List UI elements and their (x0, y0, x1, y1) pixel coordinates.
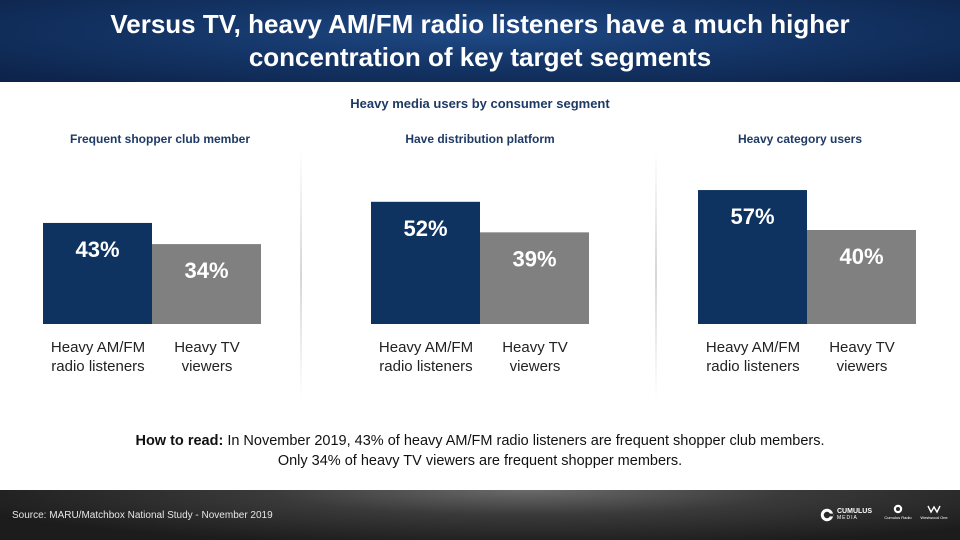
how-to-read: How to read: In November 2019, 43% of he… (0, 431, 960, 471)
westwood-one-logo-icon (927, 505, 941, 514)
cumulus-logo-icon (820, 508, 834, 522)
panel-title: Have distribution platform (405, 132, 555, 146)
category-label-radio: Heavy AM/FM radio listeners (705, 339, 801, 375)
cumulus-logo-subtext: MEDIA (837, 515, 858, 521)
data-label-tv: 39% (512, 246, 556, 271)
bar-tv (480, 232, 589, 324)
bar-radio (43, 222, 152, 324)
chart-panel-2: Have distribution platform 52% 39% Heavy … (320, 120, 640, 410)
cumulus-radio-logo-text: Cumulus Radio (884, 515, 912, 520)
cumulus-logo-text: CUMULUS (837, 508, 872, 515)
data-label-radio: 43% (75, 237, 119, 262)
cumulus-radio-logo-icon (893, 504, 903, 514)
bar-chart-3: 57% 40% (698, 190, 916, 324)
how-to-read-lead: How to read: (135, 433, 224, 449)
how-to-read-line2: Only 34% of heavy TV viewers are frequen… (277, 453, 683, 469)
bar-tv (152, 244, 261, 324)
chart-subtitle: Heavy media users by consumer segment (350, 96, 610, 111)
panel-divider (655, 150, 657, 400)
category-label-tv: Heavy TV viewers (174, 339, 240, 375)
category-label-radio: Heavy AM/FM radio listeners (50, 339, 146, 375)
data-label-radio: 57% (730, 204, 774, 229)
chart-panel-1: Frequent shopper club member 43% 34% Heav… (0, 120, 320, 410)
bar-tv (807, 230, 916, 324)
data-label-tv: 34% (184, 258, 228, 283)
panel-divider (300, 150, 302, 400)
how-to-read-line1: In November 2019, 43% of heavy AM/FM rad… (227, 433, 825, 449)
bar-radio (698, 190, 807, 324)
data-label-tv: 40% (839, 244, 883, 269)
bar-chart-1: 43% 34% (43, 222, 261, 324)
source-note: Source: MARU/Matchbox National Study - N… (12, 510, 273, 521)
westwood-one-logo-text: Westwood One (920, 515, 948, 520)
footer: Source: MARU/Matchbox National Study - N… (0, 490, 960, 540)
bar-radio (371, 201, 480, 324)
westwood-one-logo: Westwood One (920, 504, 948, 520)
category-label-tv: Heavy TV viewers (829, 339, 895, 375)
bar-chart-2: 52% 39% (371, 201, 589, 324)
category-label-radio: Heavy AM/FM radio listeners (378, 339, 474, 375)
cumulus-logo: CUMULUS MEDIA (820, 508, 872, 522)
category-label-tv: Heavy TV viewers (502, 339, 568, 375)
title-banner: Versus TV, heavy AM/FM radio listeners h… (0, 0, 960, 82)
cumulus-radio-logo: Cumulus Radio (884, 504, 912, 520)
chart-panel-3: Heavy category users 57% 40% Heavy AM/FM … (640, 120, 960, 410)
panel-title: Heavy category users (737, 132, 863, 146)
data-label-radio: 52% (403, 216, 447, 241)
page-title: Versus TV, heavy AM/FM radio listeners h… (110, 9, 850, 72)
panel-title: Frequent shopper club member (69, 132, 251, 146)
